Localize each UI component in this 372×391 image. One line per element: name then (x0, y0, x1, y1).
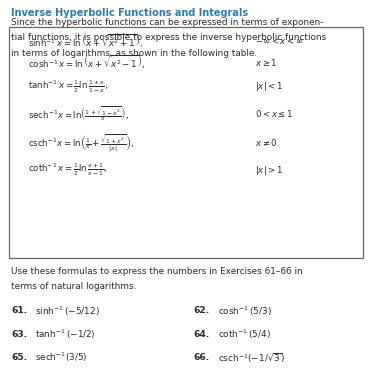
Text: Since the hyperbolic functions can be expressed in terms of exponen-: Since the hyperbolic functions can be ex… (11, 18, 324, 27)
Text: $\tanh^{-1}(-1/2)$: $\tanh^{-1}(-1/2)$ (35, 328, 96, 341)
Text: $|x| < 1$: $|x| < 1$ (255, 80, 283, 93)
Text: $\coth^{-1}x = \frac{1}{2}\ln\frac{x+1}{x-1},$: $\coth^{-1}x = \frac{1}{2}\ln\frac{x+1}{… (28, 162, 107, 178)
Text: 64.: 64. (193, 330, 210, 339)
Text: $\sinh^{-1}x = \ln\left(x + \sqrt{x^2+1}\right),$: $\sinh^{-1}x = \ln\left(x + \sqrt{x^2+1}… (28, 32, 143, 50)
Text: 62.: 62. (193, 306, 210, 316)
FancyBboxPatch shape (9, 27, 363, 258)
Text: $x \geq 1$: $x \geq 1$ (255, 57, 278, 68)
Text: $\sinh^{-1}(-5/12)$: $\sinh^{-1}(-5/12)$ (35, 304, 100, 317)
Text: $\cosh^{-1}(5/3)$: $\cosh^{-1}(5/3)$ (218, 304, 272, 317)
Text: Inverse Hyperbolic Functions and Integrals: Inverse Hyperbolic Functions and Integra… (11, 8, 248, 18)
Text: $\mathrm{sech}^{-1}(3/5)$: $\mathrm{sech}^{-1}(3/5)$ (35, 351, 88, 364)
Text: 65.: 65. (11, 353, 28, 362)
Text: 63.: 63. (11, 330, 28, 339)
Text: $\mathrm{sech}^{-1}x = \ln\!\left(\frac{1+\sqrt{1-x^2}}{x}\right),$: $\mathrm{sech}^{-1}x = \ln\!\left(\frac{… (28, 104, 129, 123)
Text: $|x| > 1$: $|x| > 1$ (255, 163, 283, 177)
Text: 66.: 66. (193, 353, 210, 362)
Text: Use these formulas to express the numbers in Exercises 61–66 in: Use these formulas to express the number… (11, 267, 303, 276)
Text: tial functions, it is possible to express the inverse hyperbolic functions: tial functions, it is possible to expres… (11, 33, 326, 42)
Text: terms of natural logarithms.: terms of natural logarithms. (11, 282, 137, 291)
Text: $x \neq 0$: $x \neq 0$ (255, 138, 278, 148)
Text: $\cosh^{-1}x = \ln\left(x + \sqrt{x^2-1}\right),$: $\cosh^{-1}x = \ln\left(x + \sqrt{x^2-1}… (28, 54, 145, 71)
Text: $-\infty < x < \infty$: $-\infty < x < \infty$ (255, 36, 304, 46)
Text: $\mathrm{csch}^{-1}(-1/\sqrt{3})$: $\mathrm{csch}^{-1}(-1/\sqrt{3})$ (218, 351, 285, 364)
Text: in terms of logarithms, as shown in the following table.: in terms of logarithms, as shown in the … (11, 49, 257, 58)
Text: $\coth^{-1}(5/4)$: $\coth^{-1}(5/4)$ (218, 328, 270, 341)
Text: 61.: 61. (11, 306, 28, 316)
Text: $\tanh^{-1}x = \frac{1}{2}\ln\frac{1+x}{1-x},$: $\tanh^{-1}x = \frac{1}{2}\ln\frac{1+x}{… (28, 79, 108, 95)
Text: $0 < x \leq 1$: $0 < x \leq 1$ (255, 108, 293, 119)
Text: $\mathrm{csch}^{-1}x = \ln\!\left(\frac{1}{x}+\frac{\sqrt{1+x^2}}{|x|}\right),$: $\mathrm{csch}^{-1}x = \ln\!\left(\frac{… (28, 132, 134, 154)
